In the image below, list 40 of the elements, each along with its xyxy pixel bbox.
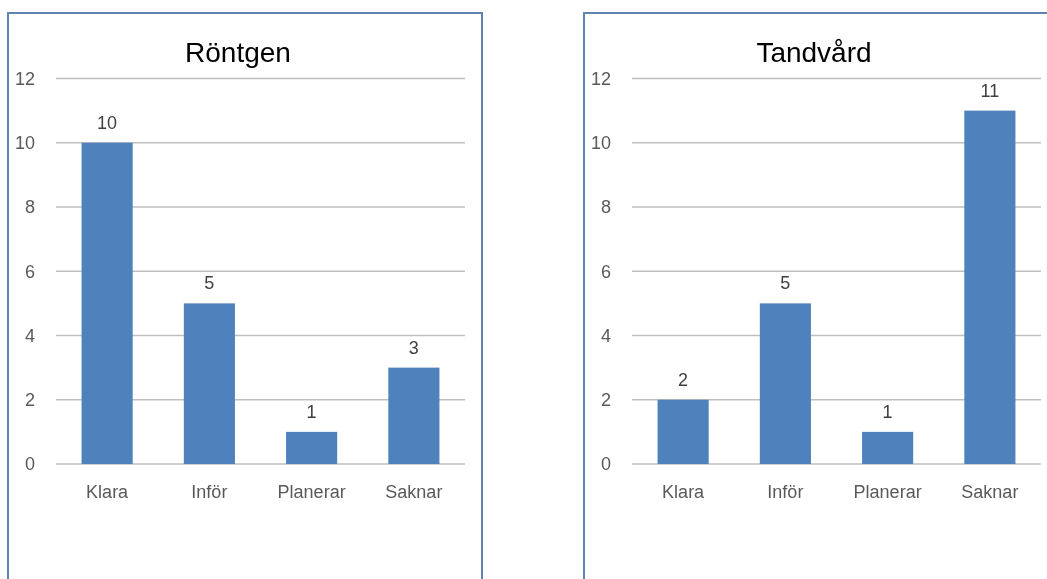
- bar: [286, 431, 338, 464]
- y-tick-label: 8: [600, 197, 611, 218]
- data-label: 5: [204, 273, 215, 294]
- x-tick-label: Saknar: [385, 482, 443, 502]
- y-tick-label: 4: [600, 325, 611, 346]
- y-tick-label: 12: [590, 68, 611, 89]
- y-tick-label: 12: [14, 68, 35, 89]
- x-tick-label: Klara: [662, 482, 706, 502]
- bar: [81, 142, 133, 464]
- data-label: 1: [306, 401, 317, 422]
- x-tick-label: Inför: [767, 482, 804, 502]
- x-tick-label: Planerar: [853, 482, 922, 502]
- bar: [862, 431, 914, 464]
- data-label: 10: [97, 112, 118, 133]
- bar: [759, 303, 811, 464]
- y-tick-label: 6: [600, 261, 611, 282]
- bar: [964, 110, 1016, 464]
- bar: [388, 367, 440, 464]
- x-tick-label: Klara: [86, 482, 130, 502]
- bar: [183, 303, 235, 464]
- y-tick-label: 0: [600, 454, 611, 475]
- y-tick-label: 0: [24, 454, 35, 475]
- data-label: 2: [678, 369, 689, 390]
- y-tick-label: 2: [24, 390, 35, 411]
- data-label: 1: [882, 401, 893, 422]
- y-tick-label: 4: [24, 325, 35, 346]
- data-label: 5: [780, 273, 791, 294]
- chart-title: Röntgen: [185, 37, 291, 68]
- x-tick-label: Saknar: [961, 482, 1019, 502]
- bar: [657, 399, 709, 464]
- x-tick-label: Inför: [191, 482, 228, 502]
- data-label: 11: [980, 80, 1000, 101]
- y-tick-label: 10: [14, 133, 35, 154]
- data-label: 3: [408, 337, 419, 358]
- chart-title: Tandvård: [756, 37, 872, 68]
- y-tick-label: 10: [590, 133, 611, 154]
- y-tick-label: 6: [24, 261, 35, 282]
- y-tick-label: 8: [24, 197, 35, 218]
- x-tick-label: Planerar: [277, 482, 346, 502]
- y-tick-label: 2: [600, 390, 611, 411]
